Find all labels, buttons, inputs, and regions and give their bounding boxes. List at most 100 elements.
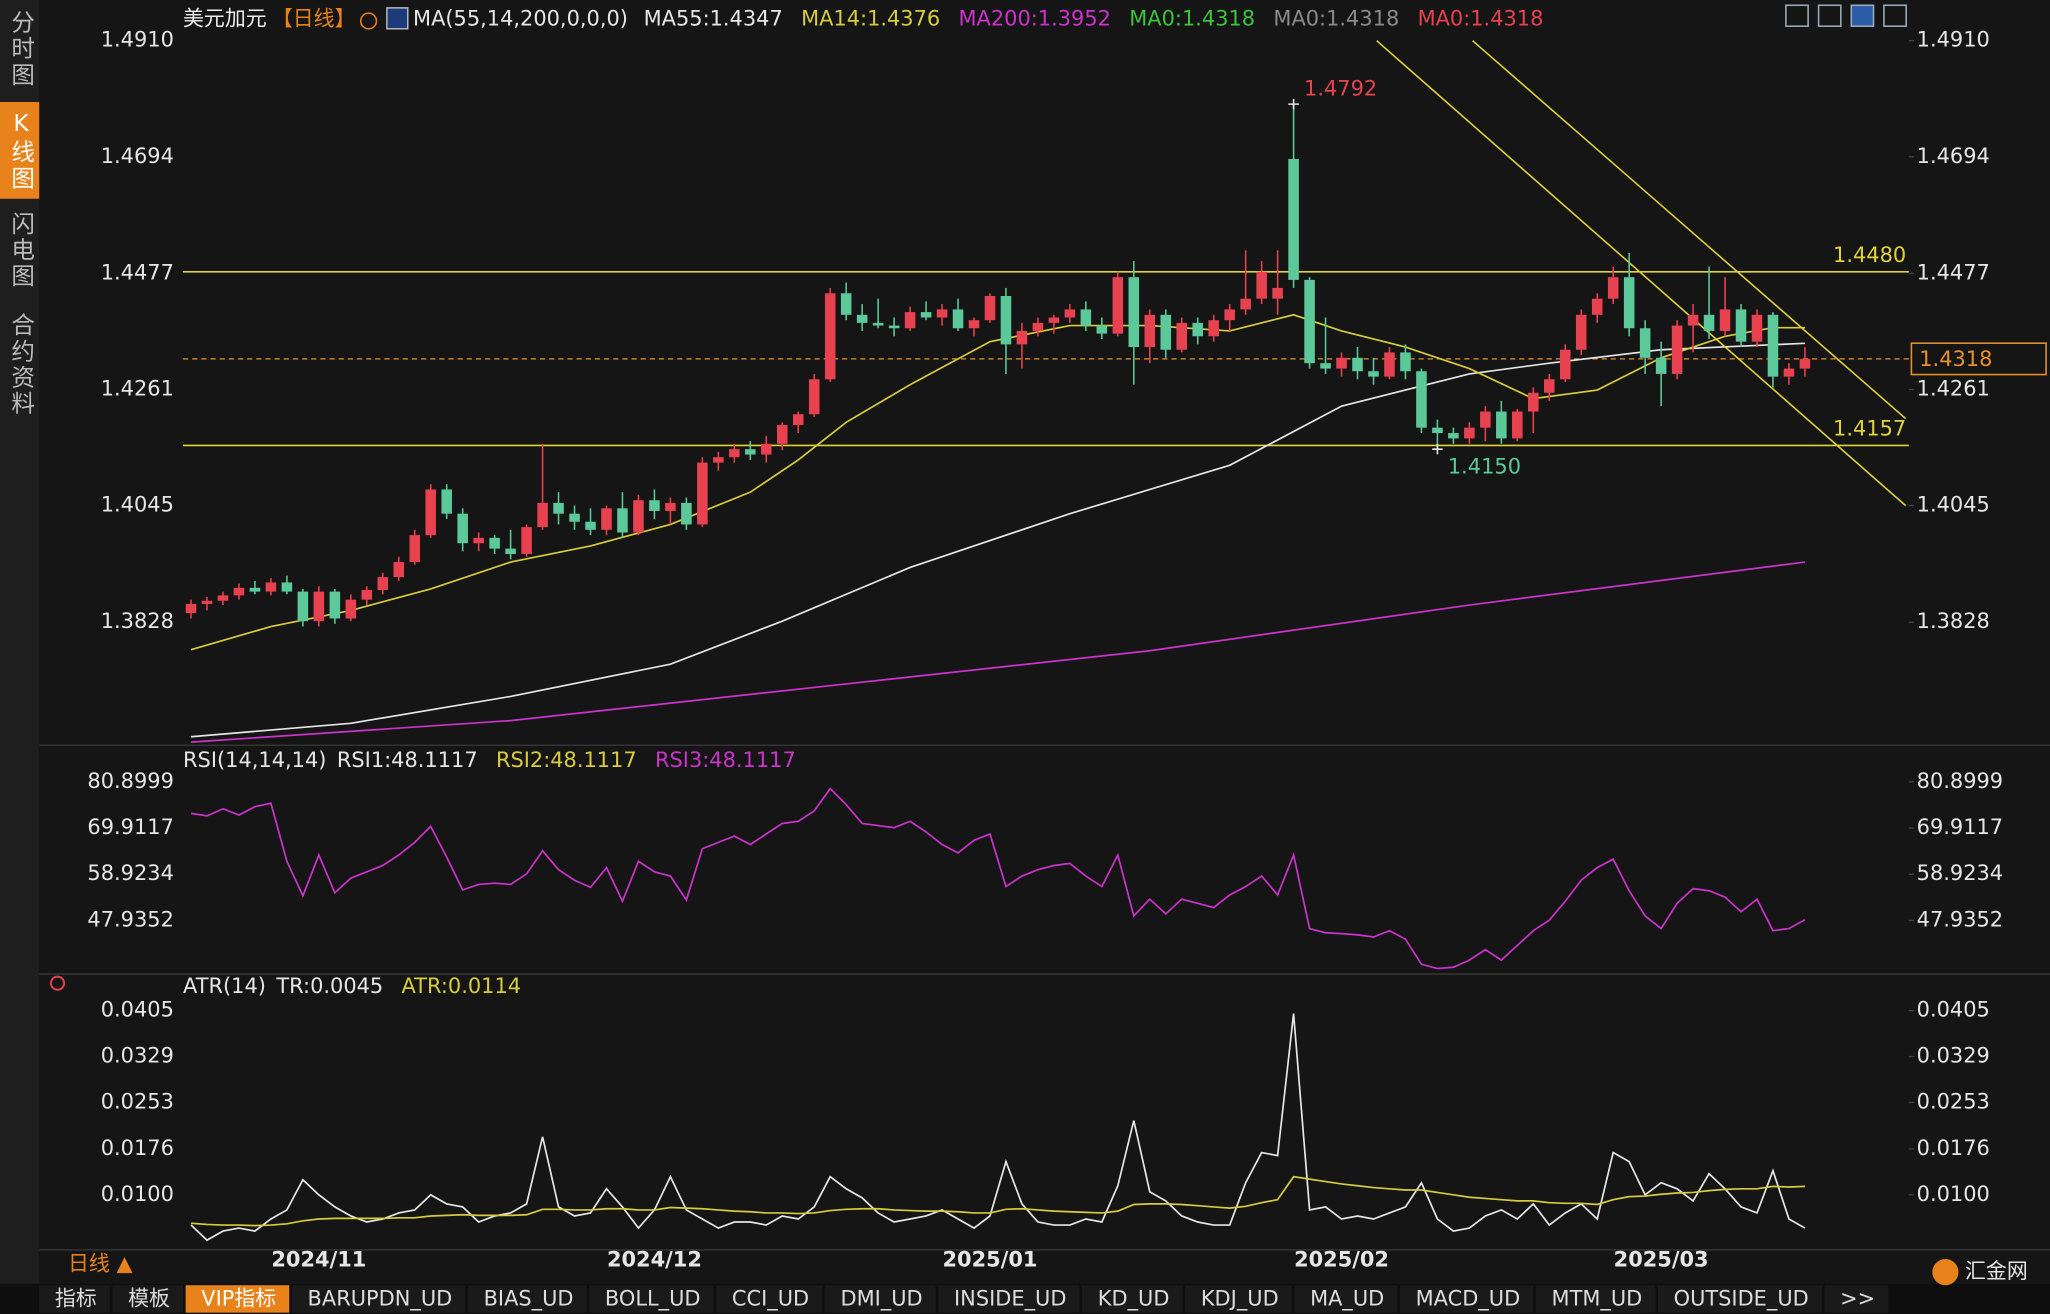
y-tick-label: 1.4045 [101, 493, 174, 517]
legend-item: MA0:1.4318 [1129, 7, 1255, 31]
candle-body [329, 591, 341, 619]
tab-bg [1294, 1285, 1398, 1313]
candle-body [1224, 309, 1235, 321]
y-tick-label: 1.3828 [101, 609, 174, 633]
candle-body [1160, 314, 1172, 350]
tab[interactable]: BIAS_UD [484, 1287, 574, 1311]
candle-body [713, 457, 724, 463]
legend-item: MA200:1.3952 [959, 7, 1111, 31]
tab[interactable]: CCI_UD [732, 1287, 809, 1311]
y-tick-label: 80.8999 [87, 769, 173, 793]
candle-body [537, 502, 548, 528]
candle-body [1032, 322, 1044, 331]
side-tab[interactable]: 闪电图 [7, 211, 35, 290]
candle-body [649, 500, 660, 511]
level-label: 1.4480 [1833, 243, 1906, 267]
tab[interactable]: BARUPDN_UD [308, 1287, 453, 1311]
candle-body [377, 577, 389, 590]
y-tick-label-right: 0.0100 [1917, 1182, 1990, 1206]
candle-body [1687, 314, 1699, 326]
tab[interactable]: VIP指标 [201, 1287, 276, 1311]
tool-icon[interactable] [1850, 4, 1875, 27]
tab[interactable]: BOLL_UD [605, 1287, 701, 1311]
candle-body [824, 293, 836, 380]
legend-item: MA(55,14,200,0,0,0) [413, 7, 628, 31]
y-tick-label: 0.0405 [101, 998, 174, 1022]
candle-body [1080, 309, 1092, 326]
y-tick-label: 58.9234 [87, 861, 173, 885]
candle-body [505, 548, 516, 554]
logo-icon [1932, 1259, 1959, 1286]
candle-body [297, 591, 309, 622]
y-tick-label-right: 1.3828 [1917, 609, 1990, 633]
candle-body [553, 502, 564, 514]
y-tick-label: 47.9352 [87, 907, 173, 931]
tab-bg [1185, 1285, 1292, 1313]
tab[interactable]: KDJ_UD [1201, 1287, 1279, 1311]
candle-body [601, 508, 612, 530]
candle-body [201, 600, 213, 604]
legend-icon [386, 7, 409, 30]
candle-body [265, 582, 277, 592]
candle-body [425, 489, 436, 536]
legend-item: MA0:1.4318 [1273, 7, 1399, 31]
tab[interactable]: OUTSIDE_UD [1674, 1287, 1809, 1311]
tab[interactable]: >> [1840, 1287, 1875, 1311]
tab[interactable]: DMI_UD [840, 1287, 922, 1311]
side-tab[interactable]: 合约资料 [7, 312, 35, 417]
tab[interactable]: MTM_UD [1552, 1287, 1643, 1311]
tab-bg [1824, 1285, 1889, 1313]
tab[interactable]: INSIDE_UD [954, 1287, 1066, 1311]
candle-body [345, 599, 357, 619]
tab[interactable]: MA_UD [1310, 1287, 1384, 1311]
legend-item: 【日线】 [272, 7, 356, 31]
tab[interactable]: MACD_UD [1416, 1287, 1521, 1311]
tab[interactable]: 指标 [55, 1287, 97, 1311]
candle-body [1192, 322, 1203, 337]
trend-line [1376, 40, 1907, 507]
tab-bg [39, 1285, 110, 1313]
legend-item: TR:0.0045 [275, 974, 383, 998]
y-tick-label-right: 80.8999 [1917, 769, 2003, 793]
candle-body [1272, 287, 1283, 299]
candle-body [313, 591, 325, 622]
side-tab[interactable]: 分时图 [7, 10, 35, 89]
candle-body [1432, 427, 1443, 434]
tool-icon[interactable] [1785, 4, 1809, 27]
tab[interactable]: 模板 [128, 1287, 170, 1311]
tab[interactable]: KD_UD [1098, 1287, 1170, 1311]
tool-icon[interactable] [1817, 4, 1842, 27]
period-selector[interactable]: 日线 ▲ [68, 1251, 133, 1275]
y-tick-label-right: 1.4045 [1917, 493, 1990, 517]
tool-icon[interactable] [1883, 4, 1907, 27]
candle-body [185, 603, 197, 614]
y-tick-label-right: 47.9352 [1917, 907, 2003, 931]
candle-body [681, 502, 692, 525]
panel-icon[interactable] [50, 975, 66, 991]
candle-body [1639, 328, 1651, 358]
candle-body [1464, 427, 1475, 439]
candle-body [1352, 357, 1363, 372]
candle-body [936, 309, 948, 318]
candle-body [1623, 277, 1635, 329]
candle-body [1607, 277, 1619, 299]
candle-body [1559, 349, 1571, 380]
tab-bg [291, 1285, 466, 1313]
candle-body [920, 312, 932, 318]
legend-item: RSI1:48.1117 [337, 748, 478, 772]
candle-body [697, 462, 708, 525]
extreme-label: 1.4792 [1304, 77, 1377, 101]
candle-body [1400, 352, 1411, 372]
candle-body [729, 449, 740, 458]
side-tab[interactable]: K线图 [7, 109, 35, 192]
indicator-line [190, 1175, 1805, 1227]
legend-item: 美元加元 [183, 7, 267, 31]
tab-bg [1082, 1285, 1183, 1313]
y-tick-label-right: 0.0329 [1917, 1043, 1990, 1067]
indicator-line [190, 787, 1806, 970]
candle-body [361, 589, 373, 600]
y-tick-label-right: 0.0405 [1917, 998, 1990, 1022]
candle-body [1767, 314, 1779, 377]
trend-line [1472, 40, 1907, 420]
candle-body [1384, 352, 1395, 377]
